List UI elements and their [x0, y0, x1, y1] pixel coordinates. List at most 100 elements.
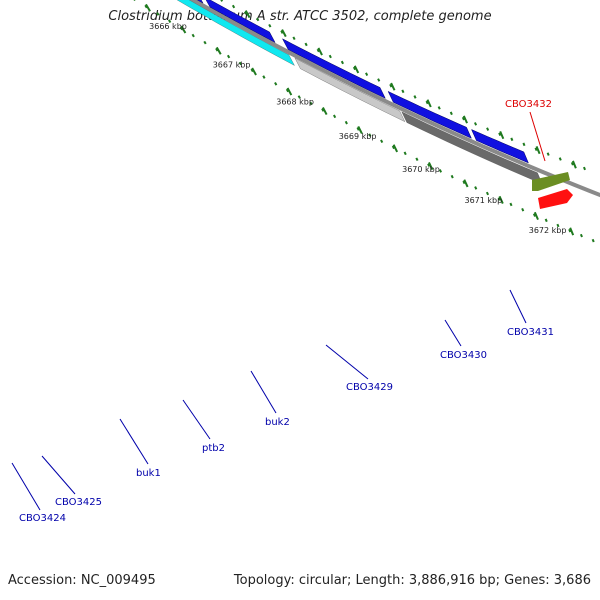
- cds-forward-feature: [196, 0, 204, 4]
- inner-tick-dot: [591, 238, 595, 243]
- outer-major-tick: [499, 131, 505, 140]
- outer-tick-dot: [316, 48, 320, 53]
- scale-label: 3670 kbp: [402, 165, 440, 174]
- inner-tick-dot: [332, 114, 337, 119]
- inner-tick-dot: [485, 191, 490, 196]
- cds-reverse-feature: [294, 57, 406, 123]
- tick-layer: [133, 0, 595, 243]
- gene-leader-line: [444, 319, 462, 347]
- outer-major-tick: [390, 82, 396, 91]
- scale-label: 3668 kbp: [276, 98, 314, 107]
- inner-tick-dot: [144, 4, 148, 9]
- inner-tick-dot: [474, 186, 478, 190]
- gene-label: buk2: [265, 417, 290, 428]
- inner-major-tick: [533, 211, 539, 221]
- outer-tick-dot: [449, 111, 453, 116]
- outer-tick-dot: [413, 95, 417, 99]
- inner-major-tick: [392, 144, 399, 153]
- inner-tick-dot: [297, 95, 301, 99]
- inner-tick-dot: [579, 233, 583, 238]
- footer-stats: Topology: circular; Length: 3,886,916 bp…: [233, 573, 591, 588]
- inner-tick-dot: [568, 228, 572, 233]
- inner-tick-dot: [380, 139, 384, 144]
- inner-tick-dot: [391, 145, 395, 150]
- inner-tick-dot: [427, 163, 431, 167]
- inner-tick-dot: [321, 108, 325, 112]
- outer-tick-dot: [268, 23, 272, 28]
- gene-leader-line: [182, 399, 211, 440]
- inner-tick-dot: [403, 151, 407, 156]
- inner-tick-dot: [344, 120, 348, 125]
- outer-tick-dot: [231, 4, 236, 9]
- outer-tick-dot: [461, 116, 465, 121]
- cds-forward-feature: [387, 90, 472, 139]
- outer-major-tick: [244, 10, 251, 19]
- outer-tick-dot: [583, 166, 586, 171]
- inner-tick-dot: [262, 75, 266, 79]
- outer-tick-dot: [280, 30, 284, 34]
- inner-major-tick: [569, 227, 575, 236]
- gene-leader-line: [119, 418, 149, 465]
- inner-tick-dot: [285, 88, 290, 93]
- scale-label: 3666 kbp: [149, 22, 187, 31]
- cds-forward-feature: [471, 129, 529, 164]
- outer-tick-dot: [328, 54, 332, 59]
- inner-major-tick: [463, 179, 469, 188]
- outer-tick-dot: [522, 142, 526, 147]
- inner-major-tick: [145, 3, 151, 12]
- feature-layer: [176, 0, 573, 209]
- gene-leader-line: [529, 111, 546, 162]
- outer-tick-dot: [220, 0, 224, 2]
- inner-tick-dot: [238, 61, 242, 66]
- outer-tick-dot: [292, 36, 296, 41]
- gene-leader-line: [509, 289, 527, 324]
- outer-tick-dot: [401, 89, 405, 94]
- inner-tick-dot: [191, 33, 195, 38]
- scale-label: 3672 kbp: [529, 226, 567, 235]
- gene-label: ptb2: [202, 443, 225, 454]
- inner-tick-dot: [556, 223, 560, 228]
- gene-label: CBO3432: [505, 99, 552, 110]
- inner-tick-dot: [450, 174, 454, 179]
- outer-tick-dot: [377, 78, 381, 82]
- outer-tick-dot: [474, 122, 478, 126]
- inner-tick-dot: [215, 47, 219, 52]
- inner-tick-dot: [532, 213, 536, 217]
- outer-tick-dot: [510, 137, 514, 142]
- footer-accession: Accession: NC_009495: [8, 573, 156, 588]
- scale-label: 3669 kbp: [339, 132, 377, 141]
- outer-tick-dot: [486, 127, 490, 131]
- inner-tick-dot: [309, 101, 313, 106]
- inner-major-tick: [428, 162, 434, 171]
- gene-feature-olive: [532, 172, 570, 191]
- outer-tick-dot: [389, 83, 393, 88]
- outer-tick-dot: [437, 106, 441, 110]
- inner-tick-dot: [156, 12, 160, 16]
- outer-tick-dot: [558, 157, 562, 161]
- inner-major-tick: [498, 195, 504, 204]
- cds-reverse-feature: [176, 0, 295, 66]
- inner-tick-dot: [462, 180, 466, 185]
- outer-tick-dot: [546, 152, 550, 156]
- outer-major-tick: [353, 65, 360, 74]
- inner-tick-dot: [415, 157, 419, 162]
- outer-major-tick: [281, 29, 287, 38]
- gene-feature-red: [538, 189, 573, 209]
- inner-tick-dot: [356, 127, 360, 131]
- outer-tick-dot: [256, 17, 260, 22]
- backbone-layer: [189, 0, 600, 198]
- outer-major-tick: [572, 160, 577, 169]
- genome-backbone: [189, 0, 600, 198]
- inner-tick-dot: [179, 26, 184, 31]
- outer-major-tick: [426, 99, 432, 108]
- outer-tick-dot: [352, 66, 357, 71]
- inner-tick-dot: [368, 133, 372, 137]
- inner-tick-dot: [497, 197, 501, 201]
- inner-major-tick: [322, 107, 328, 116]
- outer-tick-dot: [244, 11, 248, 15]
- gene-label: CBO3429: [346, 382, 393, 393]
- gene-label: CBO3425: [55, 497, 102, 508]
- outer-tick-dot: [534, 147, 538, 152]
- outer-tick-dot: [304, 42, 308, 47]
